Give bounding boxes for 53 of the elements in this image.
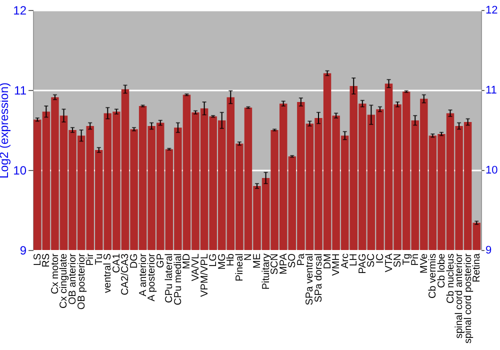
x-tick-label: SO — [287, 253, 298, 268]
y-tick-label: 10 — [13, 164, 27, 178]
x-tick-label: SN — [392, 254, 404, 268]
x-tick-label: PAG — [357, 253, 368, 274]
x-tick-label: Arc — [340, 254, 351, 268]
x-tick-label: MPA — [278, 253, 290, 274]
x-tick-label: spinal cord anterior — [454, 252, 466, 339]
x-tick-label: CA2/CA3 — [120, 253, 132, 296]
x-tick-label: A posterior — [146, 252, 158, 302]
x-tick-label: RS — [41, 253, 52, 268]
x-tick-label: GP — [155, 253, 166, 268]
x-tick-label: Cx cingulate — [58, 253, 70, 309]
x-tick-label: Pir — [85, 252, 96, 266]
y2-tick-label: 12 — [486, 4, 498, 16]
x-tick-label: VMH — [331, 254, 342, 276]
y2-tick-label: 11 — [486, 84, 497, 96]
x-tick-label: Cx motor — [50, 252, 61, 294]
y-tick-label: 11 — [14, 84, 27, 98]
x-tick-label: MVe — [418, 253, 430, 274]
x-tick-label: Pn — [410, 254, 422, 266]
x-tick-label: LG — [208, 253, 220, 267]
y2-tick-label: 9 — [486, 244, 492, 256]
y2-tick-label: 10 — [486, 164, 498, 176]
x-tick-label: VPM/VPL — [199, 253, 210, 297]
x-tick-label: ventral S — [102, 253, 114, 293]
x-tick-label: Hb — [226, 253, 237, 266]
x-tick-label: Pituitary — [260, 254, 272, 290]
x-tick-label: Pa — [296, 253, 307, 266]
x-tick-label: N — [243, 254, 254, 261]
x-tick-label: CPu medial — [172, 254, 184, 306]
x-tick-label: LH — [348, 254, 360, 266]
y-tick-label: 12 — [13, 4, 27, 18]
x-tick-label: DG — [129, 253, 140, 268]
y-tick-label: 9 — [20, 244, 27, 258]
x-tick-label: Tg — [401, 254, 412, 266]
x-tick-label: SCN — [270, 254, 281, 275]
x-tick-label: Cb lobe — [436, 253, 448, 288]
x-tick-label: LS — [32, 253, 44, 266]
x-tick-label: Retina — [472, 253, 483, 282]
x-tick-label: SC — [366, 254, 378, 268]
x-tick-label: ME — [252, 253, 263, 268]
x-tick-label: VTA — [384, 253, 395, 272]
x-tick-label: spinal cord posterior — [462, 252, 474, 344]
x-tick-label: OB anterior — [68, 252, 79, 305]
x-tick-label: SPa dorsal — [313, 254, 324, 302]
x-tick-label: Pineal — [234, 254, 246, 282]
x-tick-label: Tu — [94, 254, 105, 265]
x-tick-label: CA1 — [111, 253, 122, 273]
x-tick-label: Cb nucleus — [445, 254, 456, 304]
x-tick-label: DM — [322, 254, 334, 270]
x-tick-label: IC — [374, 254, 386, 264]
x-tick-label: A anterior — [138, 252, 149, 296]
x-tick-label: OB posterior — [76, 252, 88, 310]
